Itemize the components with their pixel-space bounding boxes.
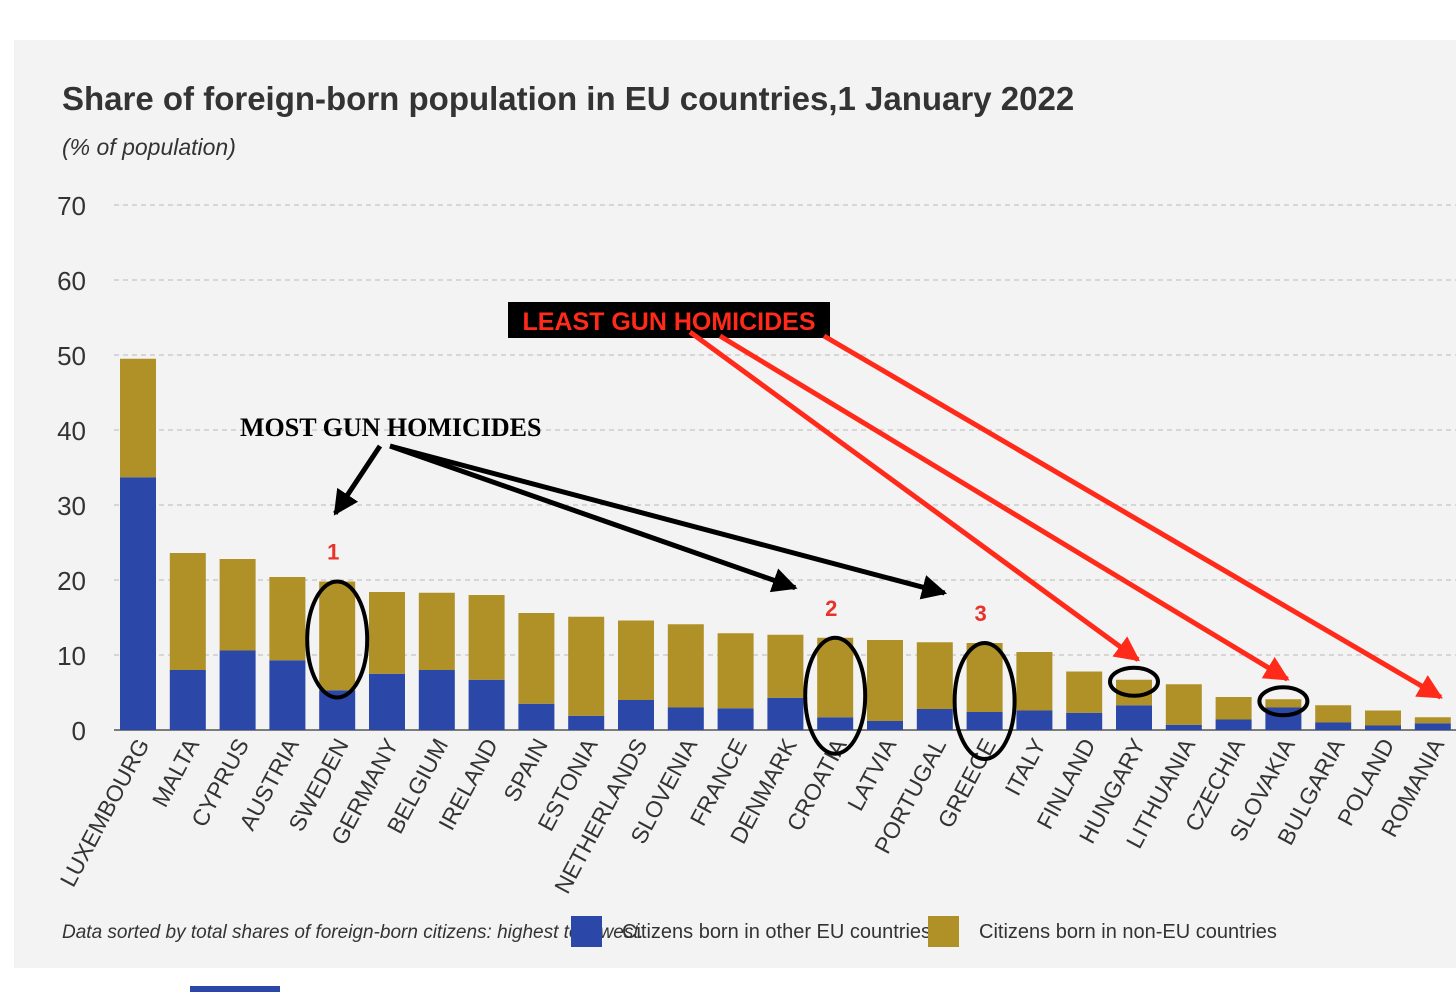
y-tick-label: 10 (57, 641, 86, 671)
least-label-box (508, 302, 830, 338)
bar-non-eu (966, 643, 1003, 712)
bar-non-eu (1066, 671, 1103, 713)
bar-non-eu (319, 581, 356, 691)
bar-eu (219, 650, 256, 730)
bar-non-eu (618, 620, 654, 700)
most-arrow (333, 444, 383, 516)
bar-non-eu (817, 637, 854, 718)
bar-non-eu (667, 624, 704, 708)
bar-non-eu (1265, 699, 1302, 708)
bar-eu (568, 715, 605, 730)
bar-eu (1265, 707, 1302, 730)
legend: Data sorted by total shares of foreign-b… (62, 916, 1277, 947)
hand-circle (952, 641, 1017, 761)
y-tick-label: 60 (57, 266, 86, 296)
y-tick-label: 0 (72, 716, 86, 746)
hand-circle (1108, 665, 1160, 698)
bar-non-eu (916, 642, 953, 709)
y-tick-label: 20 (57, 566, 86, 596)
x-tick-label: LUXEMBOURG (55, 734, 155, 891)
bar-eu (1414, 723, 1451, 730)
x-tick-label: ITALY (999, 734, 1050, 800)
bar-eu (120, 477, 156, 730)
foreign-born-bar-chart: Share of foreign-born population in EU c… (55, 80, 1456, 947)
bar-non-eu (1365, 710, 1401, 726)
bar-eu (1215, 719, 1252, 730)
bar-series (120, 358, 1451, 730)
bar-non-eu (1315, 705, 1352, 723)
bar-eu (966, 712, 1003, 730)
bar-non-eu (1016, 652, 1053, 711)
y-tick-label: 70 (57, 191, 86, 221)
bar-eu (817, 717, 854, 730)
bar-non-eu (418, 592, 455, 670)
most-arrow (389, 443, 798, 593)
bar-eu (1016, 710, 1053, 730)
bar-non-eu (867, 640, 903, 721)
bar-non-eu (369, 592, 405, 674)
chart-subtitle: (% of population) (62, 134, 236, 160)
bar-eu (1315, 722, 1352, 730)
bar-eu (1165, 724, 1202, 730)
bar-non-eu (717, 633, 754, 709)
bar-eu (667, 707, 704, 730)
hand-circle (1257, 685, 1310, 718)
bar-non-eu (269, 577, 306, 661)
x-axis: LUXEMBOURGMALTACYPRUSAUSTRIASWEDENGERMAN… (55, 734, 1450, 898)
rank-number: 3 (974, 601, 986, 626)
y-axis: 0 10 20 30 40 50 60 70 (57, 191, 86, 746)
y-tick-label: 50 (57, 341, 86, 371)
bar-eu (269, 660, 306, 730)
y-tick-label: 40 (57, 416, 86, 446)
least-label: LEAST GUN HOMICIDES (522, 308, 815, 336)
footnote: Data sorted by total shares of foreign-b… (62, 922, 644, 943)
least-arrow (822, 333, 1443, 700)
annotations: 1 2 3 MOST GUN HOMICIDES LEAST GUN HOMICIDES (240, 302, 1443, 761)
bar-eu (916, 709, 953, 730)
hand-circle (803, 635, 868, 756)
bar-eu (767, 697, 804, 730)
hand-circle (305, 579, 370, 700)
bar-eu (518, 703, 555, 730)
rank-number: 1 (327, 540, 339, 565)
y-tick-label: 30 (57, 491, 86, 521)
bar-non-eu (1215, 697, 1252, 720)
legend-label: Citizens born in other EU countries (622, 921, 931, 943)
most-arrow (389, 443, 948, 600)
rank-number: 2 (825, 596, 837, 621)
bar-non-eu (767, 634, 804, 698)
bar-non-eu (169, 553, 206, 670)
chart-title: Share of foreign-born population in EU c… (62, 80, 1074, 117)
bar-non-eu (1414, 717, 1451, 724)
least-arrow (688, 329, 1141, 662)
legend-swatch (571, 916, 602, 947)
x-tick-label: SPAIN (498, 734, 553, 806)
bar-eu (867, 721, 903, 730)
bar-eu (618, 700, 654, 730)
bar-eu (169, 670, 206, 730)
bar-eu (1116, 705, 1152, 730)
bar-eu (468, 679, 505, 730)
bar-non-eu (468, 595, 505, 680)
bar-eu (369, 673, 405, 730)
bar-non-eu (120, 358, 156, 478)
chart-panel: Share of foreign-born population in EU c… (14, 40, 1456, 968)
bar-eu (717, 708, 754, 730)
bar-eu (418, 670, 455, 730)
bar-eu (1066, 712, 1103, 730)
legend-label: Citizens born in non-EU countries (979, 921, 1277, 943)
bar-eu (1365, 725, 1401, 730)
footer-bar (190, 986, 280, 992)
bar-non-eu (1165, 684, 1202, 725)
bar-non-eu (518, 613, 555, 704)
most-label: MOST GUN HOMICIDES (240, 413, 541, 442)
least-arrow (718, 333, 1290, 682)
bar-non-eu (219, 559, 256, 651)
bar-non-eu (568, 616, 605, 716)
legend-swatch (928, 916, 959, 947)
